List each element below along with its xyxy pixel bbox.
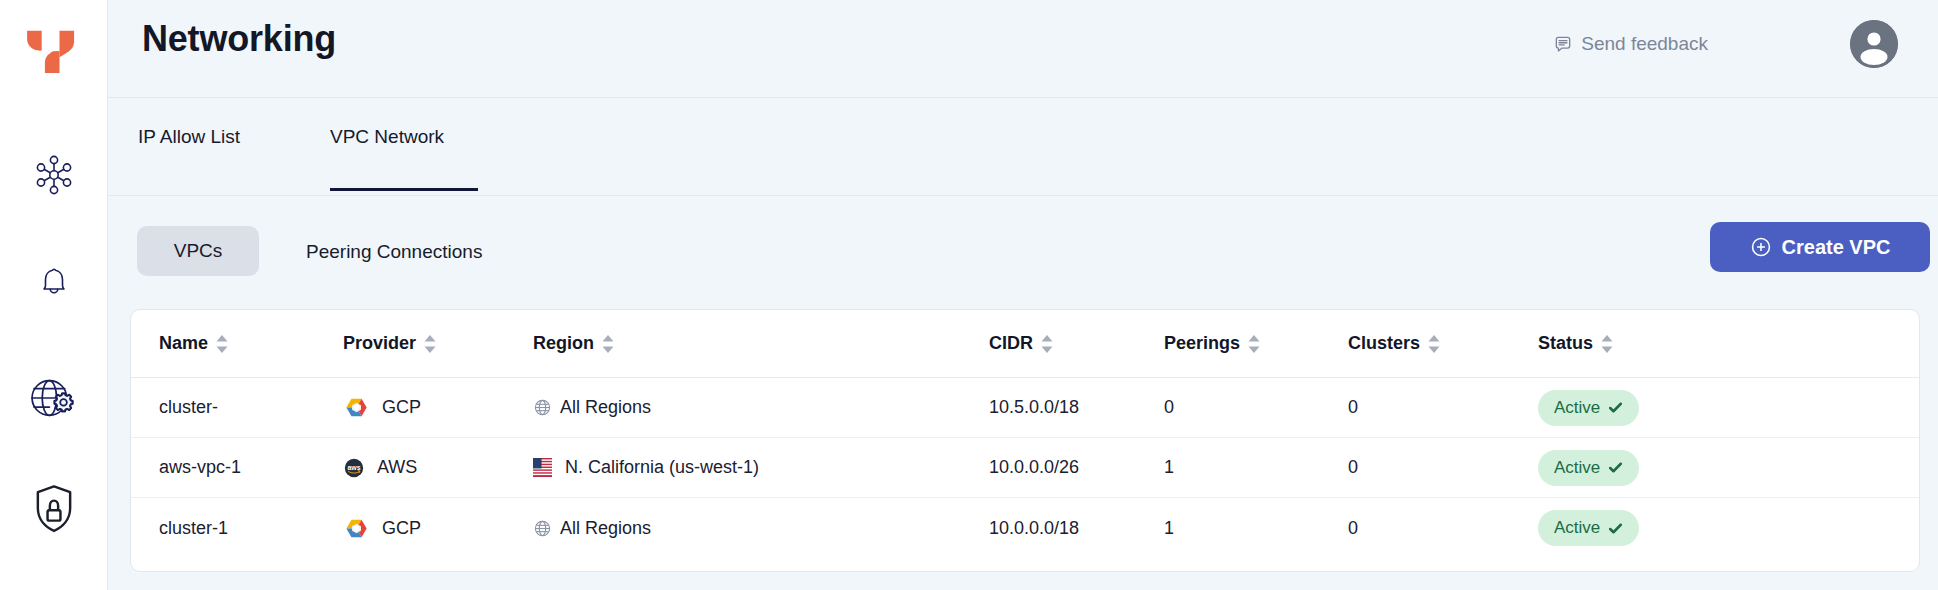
svg-text:aws: aws <box>348 463 361 470</box>
